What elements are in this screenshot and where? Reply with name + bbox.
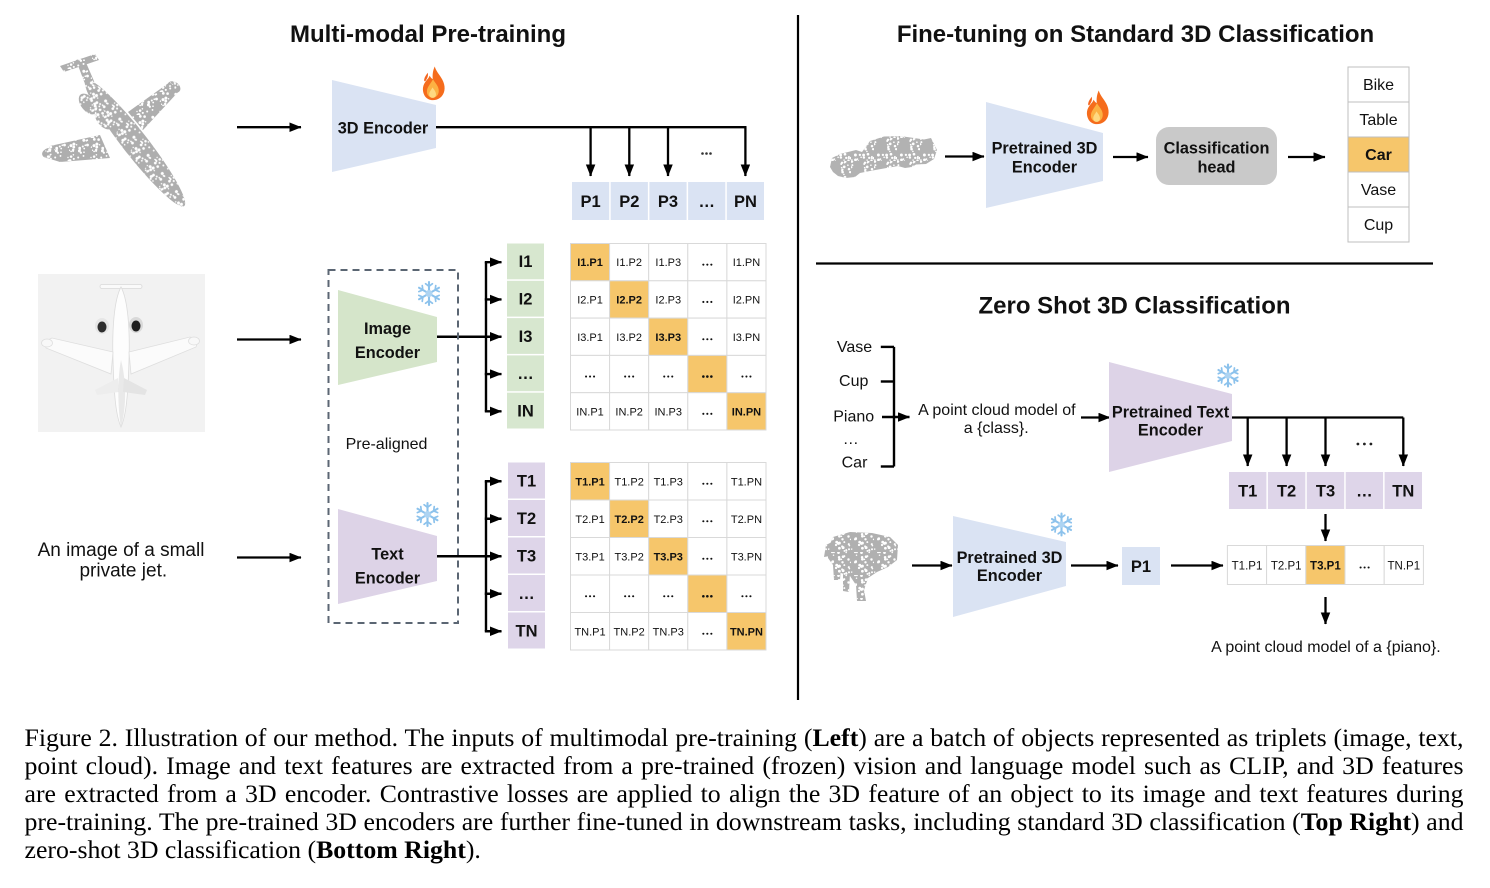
svg-text:I2.PN: I2.PN <box>733 294 761 306</box>
svg-text:A point cloud model of: A point cloud model of <box>918 402 1076 419</box>
svg-text:Cup: Cup <box>839 373 868 390</box>
svg-text:T2: T2 <box>517 510 536 528</box>
svg-text:IN: IN <box>517 402 534 420</box>
svg-text:Bike: Bike <box>1363 77 1394 94</box>
svg-text:Encoder: Encoder <box>1138 422 1204 440</box>
svg-text:P1: P1 <box>1131 558 1151 576</box>
svg-text:I3.P1: I3.P1 <box>577 332 603 344</box>
svg-text:P2: P2 <box>619 193 639 211</box>
svg-text:P3: P3 <box>658 193 678 211</box>
svg-text:3D Encoder: 3D Encoder <box>338 120 429 138</box>
svg-text:T1: T1 <box>517 472 536 490</box>
svg-text:T2.P1: T2.P1 <box>1271 561 1302 573</box>
svg-text:TN.P2: TN.P2 <box>614 626 645 638</box>
svg-text:head: head <box>1197 159 1235 177</box>
svg-text:TN.P1: TN.P1 <box>574 626 605 638</box>
svg-text:…: … <box>517 365 534 383</box>
svg-text:a {class}.: a {class}. <box>964 420 1029 437</box>
svg-text:T1.P3: T1.P3 <box>654 476 683 488</box>
svg-text:T3.PN: T3.PN <box>731 551 762 563</box>
svg-text:PN: PN <box>734 193 757 211</box>
svg-text:T1.P2: T1.P2 <box>614 476 643 488</box>
svg-text:Pretrained Text: Pretrained Text <box>1112 404 1230 422</box>
svg-text:Fine-tuning on Standard 3D Cla: Fine-tuning on Standard 3D Classificatio… <box>897 21 1374 48</box>
svg-text:T3.P3: T3.P3 <box>654 551 683 563</box>
svg-text:I1.P3: I1.P3 <box>655 257 681 269</box>
svg-text:T2.P1: T2.P1 <box>575 514 604 526</box>
svg-text:T3.P1: T3.P1 <box>1310 561 1341 573</box>
svg-text:I3: I3 <box>519 328 533 346</box>
svg-text:Encoder: Encoder <box>355 344 421 362</box>
svg-text:Vase: Vase <box>1361 182 1396 199</box>
svg-text:Pretrained 3D: Pretrained 3D <box>992 140 1098 158</box>
svg-text:IN.P2: IN.P2 <box>615 406 643 418</box>
svg-text:Classification: Classification <box>1164 140 1270 158</box>
svg-text:Piano: Piano <box>833 408 874 425</box>
svg-text:TN: TN <box>1392 483 1414 501</box>
svg-text:Car: Car <box>842 455 868 472</box>
svg-text:Text: Text <box>371 546 404 564</box>
svg-text:TN.PN: TN.PN <box>730 626 763 638</box>
svg-text:T1: T1 <box>1238 483 1257 501</box>
svg-text:T2.P3: T2.P3 <box>654 514 683 526</box>
svg-text:I2.P2: I2.P2 <box>616 294 642 306</box>
svg-text:I2: I2 <box>519 291 533 309</box>
svg-text:Pretrained 3D: Pretrained 3D <box>957 549 1063 567</box>
svg-text:…: … <box>518 585 535 603</box>
svg-text:T2.P2: T2.P2 <box>614 514 643 526</box>
svg-text:IN.PN: IN.PN <box>732 406 761 418</box>
svg-text:private jet.: private jet. <box>79 561 167 582</box>
svg-text:T2.PN: T2.PN <box>731 514 762 526</box>
svg-text:A point cloud model of a {pian: A point cloud model of a {piano}. <box>1211 639 1441 656</box>
svg-text:Encoder: Encoder <box>1012 159 1078 177</box>
svg-text:…: … <box>843 431 859 448</box>
svg-text:Multi-modal Pre-training: Multi-modal Pre-training <box>290 21 566 48</box>
svg-text:T2: T2 <box>1277 483 1296 501</box>
svg-text:Pre-aligned: Pre-aligned <box>346 436 428 453</box>
svg-text:T3: T3 <box>517 547 536 565</box>
svg-text:Image: Image <box>364 320 411 338</box>
svg-text:I3.PN: I3.PN <box>733 332 761 344</box>
svg-text:I1.PN: I1.PN <box>733 257 761 269</box>
svg-text:TN: TN <box>516 622 538 640</box>
svg-text:Cup: Cup <box>1364 217 1393 234</box>
svg-text:TN.P1: TN.P1 <box>1388 561 1421 573</box>
svg-text:T3: T3 <box>1316 483 1335 501</box>
svg-text:T1.PN: T1.PN <box>731 476 762 488</box>
svg-text:I3.P2: I3.P2 <box>616 332 642 344</box>
svg-text:I2.P1: I2.P1 <box>577 294 603 306</box>
svg-text:T1.P1: T1.P1 <box>575 476 604 488</box>
svg-text:T3.P1: T3.P1 <box>575 551 604 563</box>
svg-text:Encoder: Encoder <box>977 567 1043 585</box>
svg-text:T1.P1: T1.P1 <box>1232 561 1263 573</box>
svg-text:I3.P3: I3.P3 <box>655 332 681 344</box>
svg-text:P1: P1 <box>581 193 601 211</box>
svg-text:…: … <box>1356 483 1373 501</box>
svg-text:TN.P3: TN.P3 <box>653 626 684 638</box>
svg-text:IN.P3: IN.P3 <box>654 406 682 418</box>
svg-text:Encoder: Encoder <box>355 570 421 588</box>
svg-text:IN.P1: IN.P1 <box>576 406 604 418</box>
svg-text:Vase: Vase <box>837 339 872 356</box>
svg-text:Table: Table <box>1359 112 1397 129</box>
svg-text:Car: Car <box>1365 147 1392 164</box>
svg-text:An image of a small: An image of a small <box>38 540 205 561</box>
svg-text:T3.P2: T3.P2 <box>614 551 643 563</box>
svg-text:I2.P3: I2.P3 <box>655 294 681 306</box>
svg-text:I1: I1 <box>519 253 533 271</box>
svg-text:I1.P2: I1.P2 <box>616 257 642 269</box>
svg-text:Zero Shot 3D Classification: Zero Shot 3D Classification <box>978 293 1290 320</box>
svg-text:…: … <box>698 193 715 211</box>
svg-text:I1.P1: I1.P1 <box>577 257 603 269</box>
